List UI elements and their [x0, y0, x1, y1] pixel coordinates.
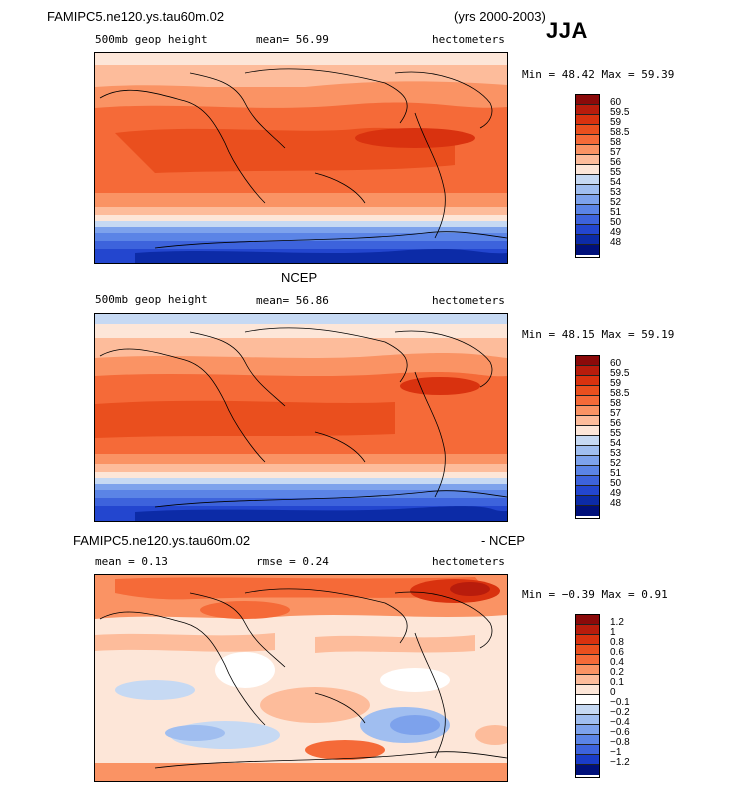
panel2-units: hectometers [432, 294, 505, 307]
tick-label: 55 [610, 428, 622, 439]
panel1-min-max: Min = 48.42 Max = 59.39 [522, 68, 675, 81]
panel1-coastlines [99, 68, 507, 249]
tick-label: −1.2 [610, 757, 630, 768]
tick-label: 58 [610, 398, 622, 409]
tick-label: 59.5 [610, 107, 630, 118]
tick-label: 57 [610, 408, 622, 419]
panel3-title-right: - NCEP [481, 533, 526, 548]
tick-label: 58.5 [610, 127, 630, 138]
tick-label: 1.2 [610, 617, 624, 628]
tick-label: 1 [610, 627, 616, 638]
tick-label: −1 [610, 747, 622, 758]
panel1-colorbar [575, 94, 600, 258]
tick-label: 49 [610, 227, 622, 238]
tick-label: 0.1 [610, 677, 624, 688]
panel2-coastlines [99, 327, 507, 508]
case-title: FAMIPC5.ne120.ys.tau60m.02 [47, 9, 225, 24]
tick-label: 50 [610, 217, 622, 228]
tick-label: 52 [610, 197, 622, 208]
tick-label: 56 [610, 418, 622, 429]
panel1-mean: mean= 56.99 [256, 33, 329, 46]
tick-label: 56 [610, 157, 622, 168]
panel2-title: NCEP [281, 270, 318, 285]
panel3-min-max: Min = −0.39 Max = 0.91 [522, 588, 668, 601]
tick-label: 54 [610, 438, 622, 449]
panel1-variable: 500mb geop height [95, 33, 208, 46]
tick-label: 55 [610, 167, 622, 178]
panel1-map [94, 52, 508, 264]
tick-label: 0.8 [610, 637, 624, 648]
tick-label: 51 [610, 207, 622, 218]
tick-label: 52 [610, 458, 622, 469]
tick-label: 58.5 [610, 388, 630, 399]
tick-label: 0 [610, 687, 616, 698]
panel1-contour-field [95, 53, 507, 263]
tick-label: 60 [610, 97, 622, 108]
tick-label: 51 [610, 468, 622, 479]
tick-label: −0.2 [610, 707, 630, 718]
season-label: JJA [546, 18, 588, 43]
tick-label: 59.5 [610, 368, 630, 379]
tick-label: 58 [610, 137, 622, 148]
tick-label: 53 [610, 187, 622, 198]
panel3-map [94, 574, 508, 782]
panel2-variable: 500mb geop height [95, 293, 208, 306]
panel2-mean: mean= 56.86 [256, 294, 329, 307]
panel3-title-left: FAMIPC5.ne120.ys.tau60m.02 [73, 533, 251, 548]
panel3-colorbar [575, 614, 600, 778]
tick-label: 0.4 [610, 657, 624, 668]
panel2-colorbar [575, 355, 600, 519]
tick-label: 0.6 [610, 647, 624, 658]
tick-label: 60 [610, 358, 622, 369]
tick-label: 53 [610, 448, 622, 459]
tick-label: −0.4 [610, 717, 630, 728]
panel3-rmse: rmse = 0.24 [256, 555, 329, 568]
tick-label: −0.8 [610, 737, 630, 748]
panel3-contour-field [95, 575, 507, 781]
tick-label: 57 [610, 147, 622, 158]
tick-label: −0.6 [610, 727, 630, 738]
tick-label: −0.1 [610, 697, 630, 708]
years-label: (yrs 2000-2003) [454, 9, 546, 24]
tick-label: 48 [610, 237, 622, 248]
panel2-map [94, 313, 508, 522]
tick-label: 54 [610, 177, 622, 188]
panel3-mean: mean = 0.13 [95, 555, 168, 568]
tick-label: 50 [610, 478, 622, 489]
tick-label: 59 [610, 378, 622, 389]
tick-label: 59 [610, 117, 622, 128]
tick-label: 0.2 [610, 667, 624, 678]
panel2-min-max: Min = 48.15 Max = 59.19 [522, 328, 675, 341]
panel2-contour-field [95, 314, 507, 521]
tick-label: 49 [610, 488, 622, 499]
tick-label: 48 [610, 498, 622, 509]
panel1-units: hectometers [432, 33, 505, 46]
panel3-coastlines [99, 588, 507, 769]
panel3-units: hectometers [432, 555, 505, 568]
